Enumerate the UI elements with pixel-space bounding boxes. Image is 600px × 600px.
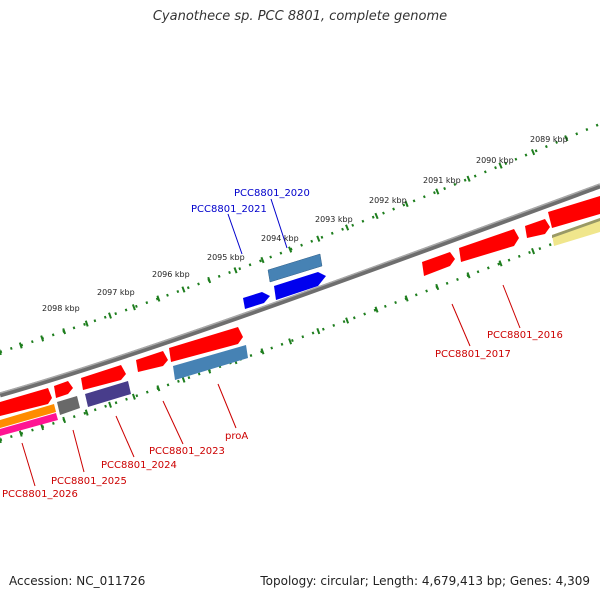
feature-steelblue-proa[interactable] xyxy=(173,345,248,380)
gene-label-pcc8801-2023: PCC8801_2023 xyxy=(149,446,225,457)
genome-summary-text: Topology: circular; Length: 4,679,413 bp… xyxy=(260,574,590,588)
gene-red-2017[interactable] xyxy=(459,229,519,262)
gene-label-proa: proA xyxy=(225,431,248,442)
tick-label: 2096 kbp xyxy=(152,270,190,279)
gene-label-pcc8801-2020: PCC8801_2020 xyxy=(234,188,310,199)
major-tick xyxy=(316,327,321,335)
feature-pink-2026[interactable] xyxy=(0,413,58,436)
gene-label-pcc8801-2021: PCC8801_2021 xyxy=(191,204,267,215)
major-tick xyxy=(498,260,503,267)
kbp-tick-labels: 2089 kbp 2090 kbp 2091 kbp 2092 kbp 2093… xyxy=(42,135,568,313)
gene-pcc8801-2021[interactable] xyxy=(243,292,270,309)
gene-blue-large[interactable] xyxy=(274,272,326,300)
major-tick xyxy=(374,306,379,313)
tick-label: 2095 kbp xyxy=(207,253,245,262)
major-tick xyxy=(156,295,161,302)
major-tick xyxy=(564,135,569,142)
major-tick xyxy=(131,304,136,311)
gene-red-2018[interactable] xyxy=(422,252,455,276)
map-title: Cyanothece sp. PCC 8801, complete genome xyxy=(152,9,448,24)
major-tick xyxy=(62,416,67,424)
major-tick xyxy=(108,312,112,319)
feature-orange-2026[interactable] xyxy=(0,404,56,428)
gene-label-pcc8801-2026: PCC8801_2026 xyxy=(2,489,78,500)
gene-red-2024a[interactable] xyxy=(81,365,126,390)
major-tick xyxy=(404,295,409,302)
major-tick xyxy=(316,235,321,242)
tick-label: 2090 kbp xyxy=(476,156,514,165)
gene-red-2016b[interactable] xyxy=(525,219,550,238)
major-tick xyxy=(466,175,471,182)
gene-label-pcc8801-2017: PCC8801_2017 xyxy=(435,349,511,360)
major-tick xyxy=(435,283,440,291)
tick-label: 2092 kbp xyxy=(369,196,407,205)
major-tick xyxy=(466,272,471,279)
major-tick xyxy=(288,246,293,253)
major-tick xyxy=(345,224,350,231)
tick-label: 2091 kbp xyxy=(423,176,461,185)
major-tick xyxy=(260,348,265,355)
major-tick xyxy=(40,423,45,431)
major-tick xyxy=(288,338,293,345)
gene-red-2025a[interactable] xyxy=(54,381,73,398)
major-tick xyxy=(498,162,503,169)
gene-label-pcc8801-2024: PCC8801_2024 xyxy=(101,460,177,471)
major-tick xyxy=(531,247,536,255)
accession-text: Accession: NC_011726 xyxy=(9,574,146,588)
major-tick xyxy=(84,409,89,416)
major-tick xyxy=(181,286,186,293)
major-tick xyxy=(260,256,265,264)
major-tick xyxy=(404,200,409,208)
tick-label: 2097 kbp xyxy=(97,288,135,297)
gene-labels: PCC8801_2020 PCC8801_2021 PCC8801_2016 P… xyxy=(2,188,563,500)
feature-darkslate-2024[interactable] xyxy=(85,381,131,407)
major-tick xyxy=(530,149,536,156)
major-tick xyxy=(62,328,67,335)
tick-label: 2098 kbp xyxy=(42,304,80,313)
leader-lines xyxy=(21,198,521,487)
major-tick xyxy=(84,320,89,327)
major-tick xyxy=(131,393,136,400)
major-tick xyxy=(108,401,112,408)
major-tick xyxy=(40,335,45,342)
gene-label-pcc8801-2016: PCC8801_2016 xyxy=(487,330,563,341)
major-tick xyxy=(0,436,2,444)
major-tick xyxy=(156,385,161,392)
major-tick xyxy=(18,430,23,437)
gene-red-2026a[interactable] xyxy=(0,388,52,416)
major-tick xyxy=(435,188,440,195)
major-tick xyxy=(233,267,238,274)
major-ticks-inner xyxy=(0,235,569,444)
major-tick xyxy=(18,342,23,349)
major-tick xyxy=(181,376,186,383)
gene-red-2016a[interactable] xyxy=(548,196,600,228)
tick-label: 2089 kbp xyxy=(530,135,568,144)
feature-gray-2025[interactable] xyxy=(57,396,80,415)
major-ticks-outer xyxy=(0,135,569,356)
major-tick xyxy=(345,317,350,324)
major-tick xyxy=(374,212,379,220)
gene-pcc8801-2020[interactable] xyxy=(267,253,323,283)
gene-red-2023b[interactable] xyxy=(136,351,168,372)
gene-red-proa[interactable] xyxy=(169,327,243,362)
major-tick xyxy=(0,348,2,356)
major-tick xyxy=(207,276,212,284)
feature-yellow[interactable] xyxy=(552,218,600,246)
tick-label: 2093 kbp xyxy=(315,215,353,224)
gene-label-pcc8801-2025: PCC8801_2025 xyxy=(51,476,127,487)
tick-label: 2094 kbp xyxy=(261,234,299,243)
genome-backbone xyxy=(0,183,600,398)
